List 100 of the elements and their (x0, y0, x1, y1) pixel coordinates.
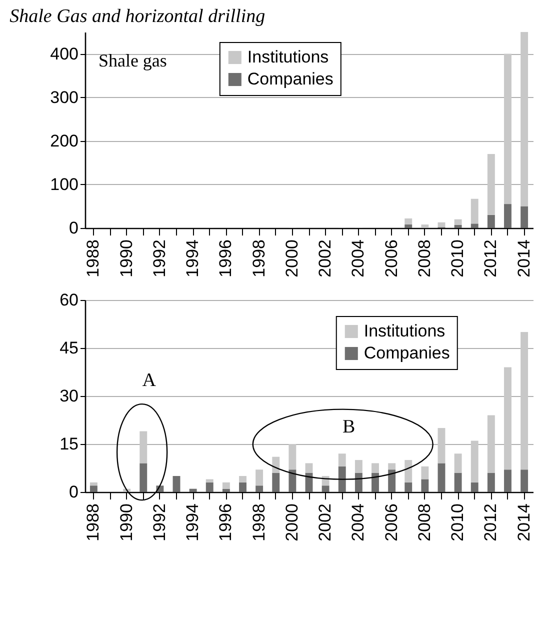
bar (354, 460, 362, 473)
bar (487, 472, 495, 492)
x-tick-label: 2010 (448, 504, 468, 542)
bar (189, 488, 197, 492)
x-tick-label: 1990 (116, 504, 136, 542)
bar (222, 482, 230, 489)
bar (404, 460, 412, 482)
y-tick-label: 100 (50, 174, 78, 194)
bar (256, 470, 264, 486)
bar (438, 428, 446, 464)
bar (322, 486, 330, 492)
bar (504, 54, 512, 204)
y-tick-label: 300 (50, 88, 78, 107)
y-tick-label: 400 (50, 44, 78, 64)
bar (388, 463, 396, 470)
x-tick-label: 1988 (84, 504, 103, 542)
x-tick-label: 2004 (348, 240, 368, 278)
bar (172, 476, 180, 492)
x-tick-label: 1996 (216, 504, 236, 542)
bar (470, 198, 478, 224)
legend-label: Institutions (247, 48, 329, 66)
x-tick-label: 2002 (316, 240, 335, 278)
bar (520, 206, 528, 228)
x-tick-label: 2010 (448, 240, 468, 278)
x-tick-label: 1994 (183, 240, 202, 278)
bar (338, 454, 346, 466)
bar (404, 482, 412, 492)
x-tick-label: 2012 (481, 504, 500, 542)
x-tick-label: 2014 (514, 240, 534, 278)
bar (454, 454, 462, 473)
legend-label: Companies (247, 70, 334, 88)
bar (404, 224, 412, 228)
bar (239, 482, 246, 492)
x-tick-label: 1998 (249, 504, 268, 542)
x-tick-label: 1988 (84, 240, 103, 278)
bar (338, 466, 346, 492)
bar (504, 204, 512, 228)
bar (438, 463, 446, 492)
annotation: B (342, 416, 356, 438)
y-tick-label: 60 (60, 290, 78, 310)
x-tick-label: 2008 (414, 504, 434, 542)
bar (140, 431, 148, 464)
x-tick-label: 1992 (150, 504, 169, 542)
y-tick-label: 45 (60, 338, 78, 358)
x-tick-label: 2006 (382, 240, 401, 278)
x-tick-label: 2008 (414, 240, 434, 278)
bar (454, 224, 462, 228)
bar (421, 479, 429, 492)
x-tick-label: 1998 (249, 240, 268, 278)
bar (305, 463, 313, 473)
x-tick-label: 1996 (216, 240, 236, 278)
bar (487, 154, 495, 215)
x-tick-label: 2000 (282, 240, 302, 278)
bar (520, 332, 528, 470)
bar (288, 470, 296, 492)
bar (454, 219, 462, 225)
bar (140, 463, 148, 492)
x-tick-label: 1992 (150, 240, 169, 278)
bar (470, 224, 478, 228)
x-tick-label: 2002 (316, 504, 335, 542)
bar (239, 476, 246, 482)
bar (206, 479, 214, 482)
bar (487, 415, 495, 473)
y-tick-label: 200 (50, 131, 78, 150)
bar (421, 466, 429, 480)
bar (504, 470, 512, 492)
bar (404, 218, 412, 225)
bar (470, 440, 478, 482)
bar (487, 214, 495, 228)
bar (206, 482, 214, 492)
bar (272, 472, 280, 492)
y-tick-label: 30 (60, 386, 78, 406)
x-tick-label: 2006 (382, 504, 401, 542)
x-tick-label: 1994 (183, 504, 202, 542)
bar (388, 470, 396, 492)
x-tick-label: 2012 (481, 240, 500, 278)
annotation: Shale gas (98, 50, 167, 70)
x-tick-label: 1990 (116, 240, 136, 278)
bar (372, 472, 379, 492)
annotation: A (142, 370, 156, 392)
y-tick-label: 0 (69, 218, 78, 238)
bar (272, 456, 280, 473)
bar (222, 488, 230, 492)
bar (520, 32, 528, 206)
bar (520, 470, 528, 492)
x-tick-label: 2014 (514, 504, 534, 542)
bar (90, 482, 98, 486)
legend-label: Institutions (364, 322, 446, 340)
bar (470, 482, 478, 492)
x-tick-label: 2004 (348, 504, 368, 542)
bar (421, 224, 429, 228)
x-tick-label: 2000 (282, 504, 302, 542)
legend-label: Companies (364, 344, 450, 362)
y-tick-label: 15 (60, 434, 78, 454)
y-tick-label: 0 (69, 482, 78, 502)
chart-title: Shale Gas and horizontal drilling (10, 6, 266, 27)
bar (372, 463, 379, 473)
bar (90, 486, 98, 492)
bar (454, 472, 462, 492)
bar (288, 444, 296, 470)
